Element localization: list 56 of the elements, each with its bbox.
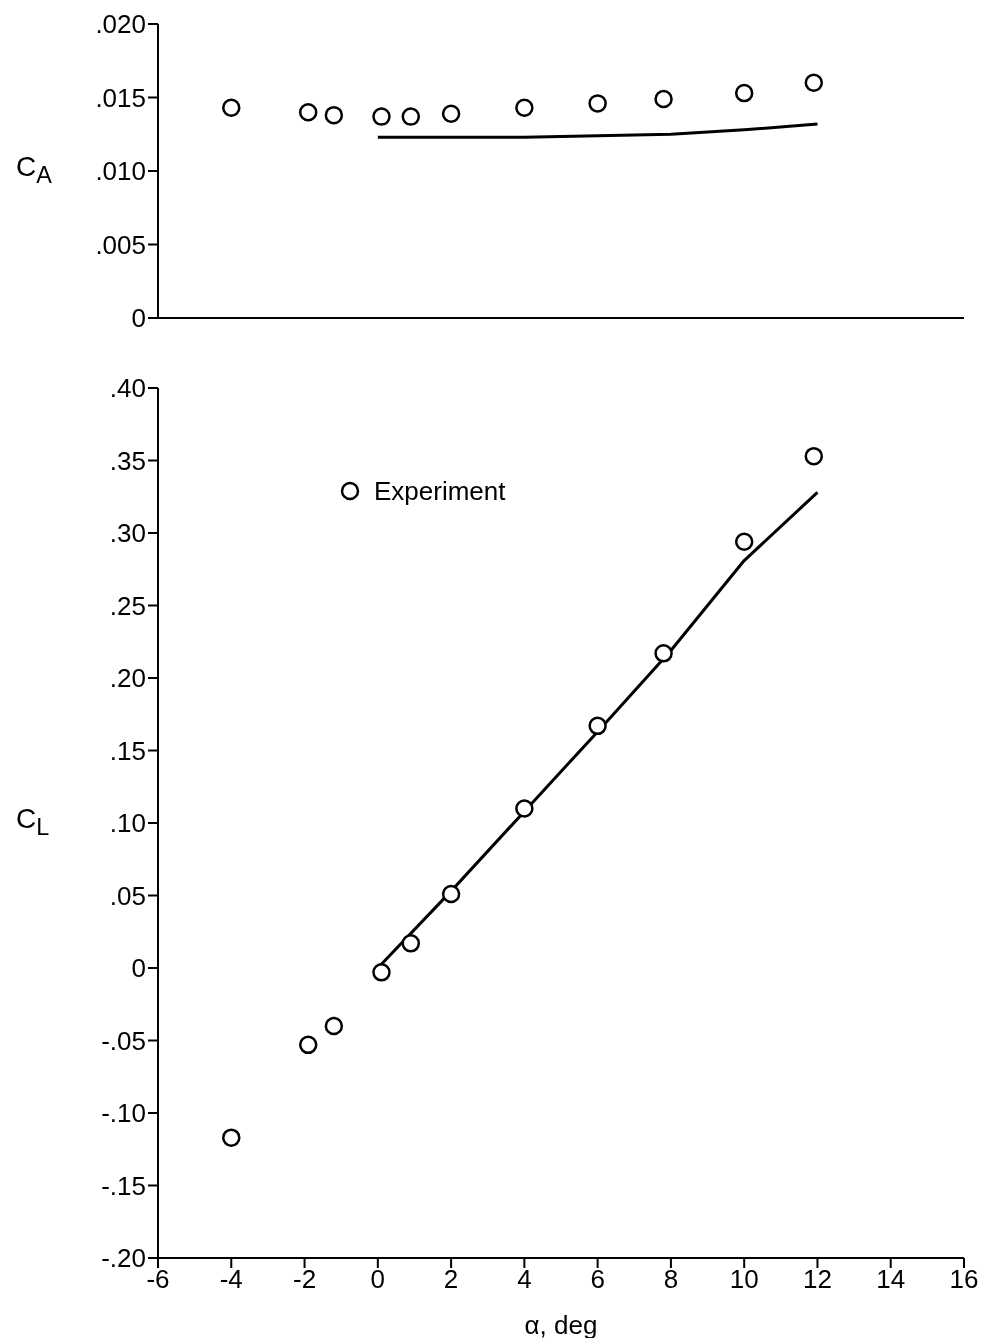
y-tick-label: .35 (109, 445, 146, 476)
y-tick-label: .015 (95, 82, 146, 113)
y-tick-label: .25 (109, 590, 146, 621)
x-tick-label: 14 (876, 1264, 906, 1295)
point (654, 644, 673, 663)
point (401, 934, 421, 953)
point (401, 107, 421, 126)
y-tick-label: .010 (95, 156, 146, 187)
point (804, 446, 824, 466)
point (222, 1128, 241, 1147)
legend-label: Experiment (374, 475, 506, 507)
x-tick-label: -4 (219, 1264, 243, 1295)
point (298, 1035, 318, 1055)
y-tick-label: -.10 (101, 1098, 146, 1129)
point (324, 105, 344, 125)
point (804, 73, 824, 93)
point (372, 107, 391, 126)
line-series (376, 122, 819, 139)
point (734, 532, 754, 551)
x-tick-label: -6 (146, 1264, 170, 1295)
y-tick-label: .020 (95, 9, 146, 40)
point (441, 104, 461, 123)
x-tick-label: 12 (802, 1264, 832, 1295)
x-tick-label: 10 (729, 1264, 759, 1295)
point (222, 98, 241, 118)
x-tick-label: 0 (370, 1264, 386, 1295)
point (515, 98, 534, 118)
x-tick-label: 6 (590, 1264, 605, 1295)
y-tick-label: .05 (109, 880, 146, 911)
point (372, 963, 391, 982)
point (588, 94, 607, 113)
y-tick-label: .005 (95, 229, 146, 260)
y-tick-label: .30 (109, 518, 146, 549)
x-tick-label: 16 (949, 1264, 979, 1295)
point (324, 1016, 344, 1036)
y-tick-label: 0 (131, 953, 146, 984)
y-tick-label: .40 (109, 373, 146, 404)
y-tick-label: .20 (109, 663, 146, 694)
point (441, 884, 461, 904)
x-tick-label: -2 (292, 1264, 317, 1295)
point (515, 799, 534, 818)
x-tick-label: 8 (663, 1264, 679, 1295)
y-axis-title: C$_{A}$ (16, 151, 52, 189)
y-tick-label: -.05 (101, 1025, 146, 1056)
x-tick-label: 2 (443, 1264, 459, 1295)
y-tick-label: .15 (109, 735, 146, 766)
point (654, 89, 673, 109)
y-tick-label: -.20 (101, 1243, 146, 1274)
point (298, 102, 318, 122)
x-tick-label: 4 (517, 1264, 532, 1295)
y-tick-label: -.15 (101, 1170, 146, 1201)
y-tick-label: 0 (131, 303, 146, 334)
point (734, 83, 754, 103)
y-tick-label: .10 (109, 808, 146, 839)
y-axis-title: C$_{L}$ (16, 803, 50, 841)
point (588, 716, 607, 736)
